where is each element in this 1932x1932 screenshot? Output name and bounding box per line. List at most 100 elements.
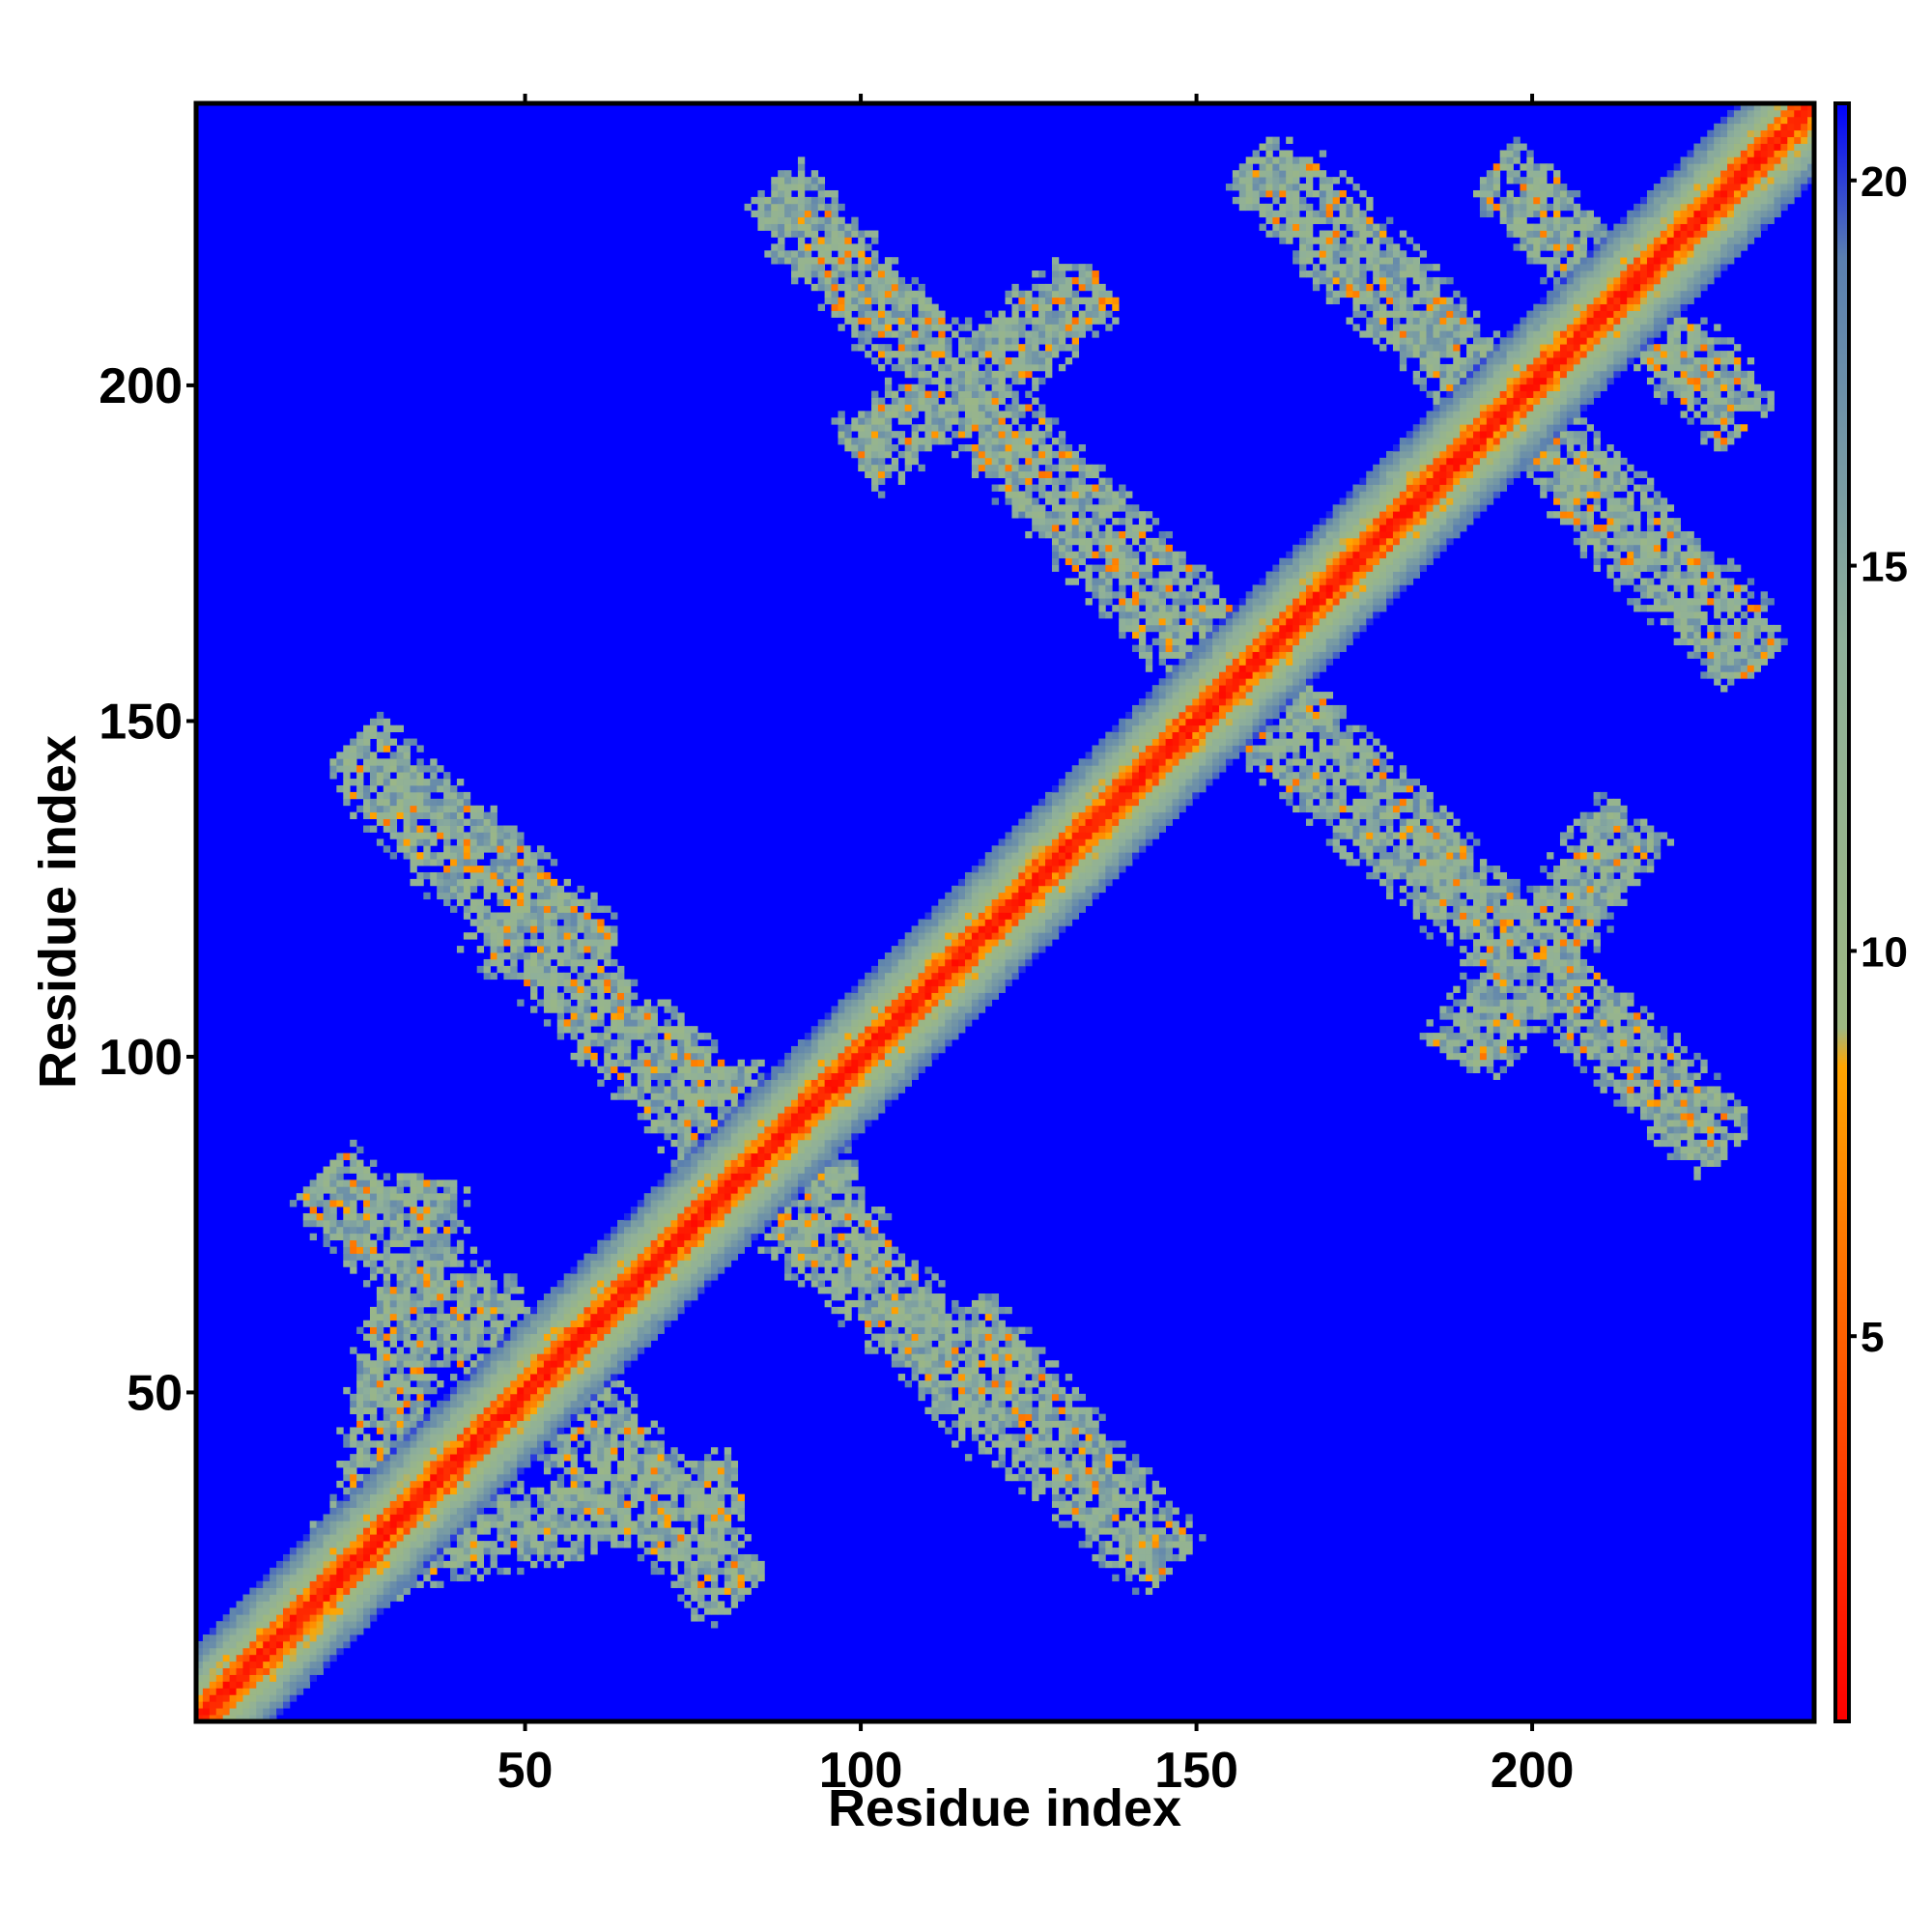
heatmap-cell	[430, 1246, 438, 1254]
heatmap-cell	[463, 878, 471, 887]
heatmap-cell	[563, 1520, 571, 1528]
heatmap-cell	[215, 1715, 224, 1721]
heatmap-cell	[396, 1427, 404, 1435]
heatmap-cell	[450, 1420, 458, 1428]
heatmap-cell	[717, 1487, 725, 1495]
heatmap-cell	[831, 1006, 838, 1013]
heatmap-cell	[416, 1246, 424, 1254]
heatmap-cell	[563, 932, 571, 940]
heatmap-cell	[797, 1186, 806, 1194]
heatmap-cell	[664, 1113, 671, 1121]
heatmap-cell	[791, 223, 799, 231]
heatmap-cell	[583, 1033, 591, 1040]
heatmap-cell	[389, 1380, 398, 1388]
heatmap-cell	[263, 1708, 270, 1716]
heatmap-cell	[383, 1567, 391, 1576]
heatmap-cell	[490, 1553, 497, 1562]
heatmap-cell	[430, 1212, 438, 1221]
heatmap-cell	[222, 1621, 231, 1629]
heatmap-cell	[450, 871, 458, 880]
heatmap-cell	[858, 1086, 866, 1094]
heatmap-cell	[764, 203, 772, 212]
heatmap-cell	[503, 965, 511, 974]
heatmap-cell	[497, 958, 504, 967]
heatmap-cell	[469, 1413, 478, 1421]
heatmap-cell	[423, 1347, 431, 1354]
heatmap-cell	[369, 1226, 378, 1235]
heatmap-cell	[710, 1219, 719, 1228]
heatmap-cell	[356, 1461, 364, 1468]
heatmap-cell	[263, 1601, 270, 1608]
heatmap-cell	[430, 1287, 438, 1294]
heatmap-cell	[423, 1520, 431, 1528]
heatmap-cell	[810, 1239, 819, 1247]
heatmap-cell	[804, 184, 812, 191]
heatmap-cell	[430, 852, 438, 860]
heatmap-cell	[838, 1052, 845, 1061]
heatmap-cell	[456, 1260, 465, 1267]
heatmap-cell	[623, 1039, 632, 1047]
heatmap-cell	[643, 1461, 652, 1468]
heatmap-cell	[664, 1186, 671, 1194]
heatmap-cell	[450, 818, 458, 826]
heatmap-cell	[657, 1553, 665, 1562]
heatmap-cell	[717, 1239, 725, 1247]
heatmap-cell	[611, 1367, 618, 1375]
heatmap-cell	[684, 1567, 692, 1576]
heatmap-cell	[222, 1688, 231, 1695]
heatmap-cell	[817, 1099, 826, 1107]
heatmap-cell	[778, 1193, 785, 1201]
heatmap-cell	[664, 1520, 671, 1528]
heatmap-cell	[724, 1454, 732, 1462]
heatmap-cell	[490, 1434, 497, 1441]
heatmap-cell	[437, 1333, 444, 1341]
heatmap-cell	[403, 1527, 411, 1535]
heatmap-cell	[791, 1260, 799, 1267]
heatmap-cell	[423, 1420, 431, 1428]
heatmap-cell	[737, 1212, 745, 1221]
heatmap-cell	[570, 992, 578, 1000]
heatmap-cell	[550, 1320, 558, 1328]
heatmap-cell	[476, 1374, 485, 1381]
heatmap-cell	[623, 1260, 632, 1267]
heatmap-cell	[403, 1299, 411, 1308]
heatmap-cell	[430, 1553, 438, 1562]
heatmap-cell	[623, 999, 632, 1007]
heatmap-cell	[396, 1406, 404, 1415]
heatmap-cell	[430, 1466, 438, 1475]
heatmap-cell	[363, 1386, 371, 1395]
heatmap-cell	[577, 1266, 584, 1274]
heatmap-cell	[416, 784, 424, 793]
heatmap-cell	[617, 1541, 625, 1548]
heatmap-cell	[751, 1226, 758, 1235]
heatmap-cell	[336, 1159, 344, 1167]
heatmap-cell	[437, 798, 444, 807]
heatmap-cell	[724, 1560, 732, 1569]
heatmap-cell	[590, 1293, 598, 1301]
heatmap-cell	[704, 1052, 712, 1061]
heatmap-cell	[717, 1212, 725, 1221]
heatmap-cell	[784, 1186, 792, 1194]
heatmap-cell	[469, 1393, 478, 1402]
heatmap-cell	[824, 1246, 832, 1254]
heatmap-cell	[664, 1212, 671, 1221]
heatmap-cell	[350, 1607, 357, 1615]
heatmap-cell	[450, 1413, 458, 1421]
heatmap-cell	[410, 1186, 417, 1194]
heatmap-cell	[697, 1065, 705, 1074]
heatmap-cell	[697, 1219, 705, 1228]
heatmap-cell	[423, 1574, 431, 1582]
heatmap-cell	[650, 1440, 658, 1448]
heatmap-cell	[697, 1541, 705, 1548]
heatmap-cell	[650, 1527, 658, 1535]
heatmap-cell	[670, 1072, 678, 1080]
heatmap-cell	[778, 196, 785, 205]
heatmap-cell	[329, 772, 337, 780]
heatmap-cell	[704, 1132, 712, 1141]
heatmap-cell	[643, 1193, 652, 1201]
heatmap-cell	[410, 1560, 417, 1569]
heatmap-cell	[797, 1152, 806, 1160]
heatmap-cell	[597, 1326, 605, 1334]
heatmap-cell	[851, 264, 859, 271]
heatmap-cell	[784, 1239, 792, 1247]
